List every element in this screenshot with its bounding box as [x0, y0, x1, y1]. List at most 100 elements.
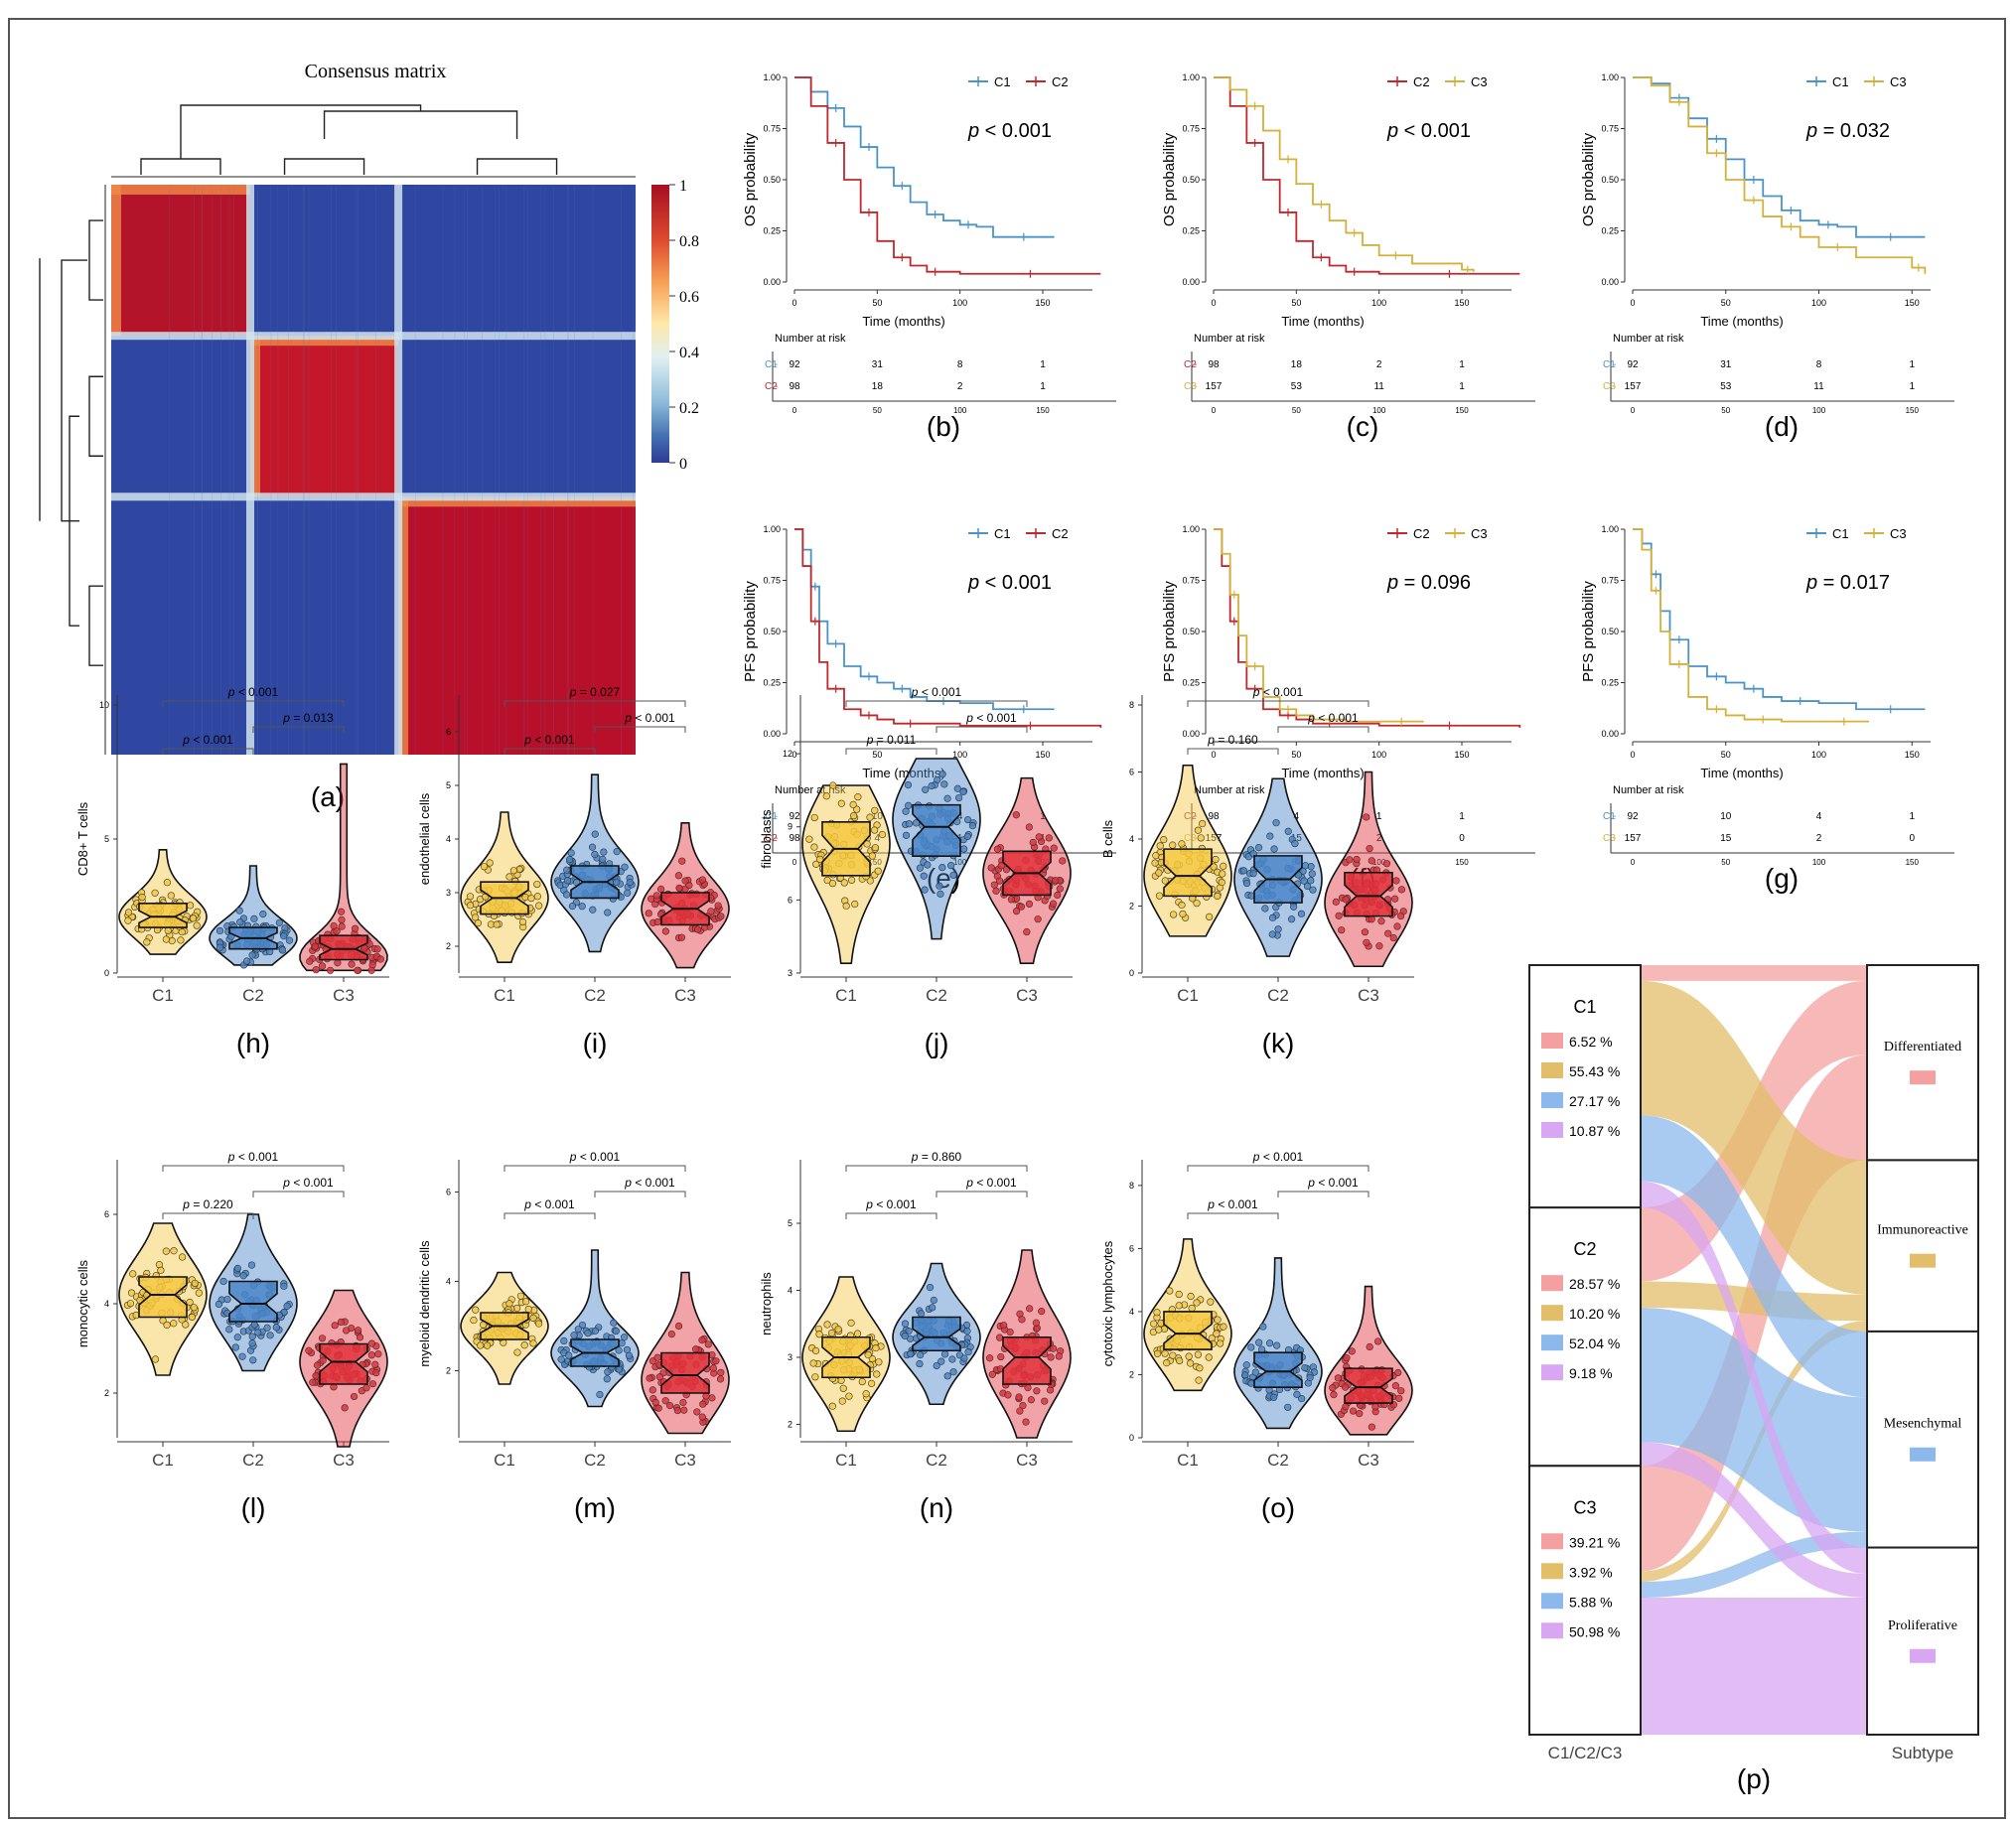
alluvial-right-box [1866, 1546, 1979, 1737]
x-tick-label: 150 [1035, 750, 1050, 760]
survival-curve-C2 [1214, 76, 1520, 275]
data-point [589, 906, 597, 914]
data-point [1054, 891, 1062, 900]
right-axis-label: Subtype [1892, 1744, 1953, 1762]
data-point [513, 1348, 521, 1356]
alluvial-left-box [1528, 964, 1642, 1209]
data-point [1291, 840, 1299, 848]
data-point [591, 830, 599, 838]
data-point [862, 1390, 870, 1398]
y-tick-label: 4 [1129, 834, 1134, 844]
comparison-bracket [1187, 1212, 1279, 1219]
data-point [1050, 844, 1058, 852]
legend-label: C3 [1890, 74, 1907, 89]
data-point [1353, 855, 1361, 864]
alluvial-right-block: Differentiated [1866, 964, 1979, 1162]
x-tick-label: C1 [1177, 986, 1199, 1005]
data-point [854, 793, 862, 801]
data-point [1363, 938, 1370, 946]
x-axis-label: Time (months) [862, 314, 944, 329]
data-point [1207, 1298, 1215, 1306]
data-point [477, 1341, 485, 1349]
data-point [992, 887, 1000, 895]
survival-curve-C2 [794, 76, 1101, 275]
data-point [1308, 870, 1316, 878]
data-point [1274, 925, 1282, 933]
x-tick-label: C3 [333, 986, 355, 1005]
data-point [811, 1373, 819, 1381]
y-tick-label: 0.25 [1601, 678, 1619, 688]
dendrogram-branch [180, 104, 422, 159]
alluvial-flow [1641, 1181, 1867, 1575]
data-point [162, 935, 170, 943]
risk-value: 15 [1720, 833, 1732, 844]
x-tick-label: 100 [1371, 750, 1386, 760]
risk-x-tick-label: 100 [953, 406, 967, 415]
data-point [1266, 832, 1274, 840]
risk-x-tick-label: 0 [1212, 406, 1217, 415]
risk-value: 1 [1909, 359, 1915, 370]
data-point [678, 857, 686, 865]
data-point [157, 1266, 165, 1274]
data-point [1273, 1341, 1281, 1349]
data-point [837, 799, 845, 807]
risk-row-group: C2 [765, 833, 778, 844]
comparison-label: p < 0.001 [624, 711, 675, 725]
data-point [1166, 1287, 1174, 1295]
data-point [905, 820, 914, 828]
data-point [612, 1327, 620, 1335]
risk-value: 98 [789, 833, 800, 844]
dendrogram [39, 104, 636, 755]
data-point [1254, 844, 1263, 852]
data-point [621, 863, 629, 871]
data-point [472, 914, 480, 921]
data-point [1179, 910, 1187, 918]
data-point [600, 848, 608, 856]
comparison-label: p < 0.001 [1207, 1197, 1258, 1211]
data-point [810, 843, 818, 851]
data-point [1000, 1322, 1008, 1330]
data-point [667, 1330, 675, 1338]
percent-swatch [1541, 1533, 1563, 1550]
risk-x-tick-label: 150 [1455, 406, 1469, 415]
data-point [604, 909, 612, 916]
risk-x-tick-label: 0 [1631, 858, 1636, 867]
comparison-bracket [845, 1212, 937, 1219]
colorbar [651, 185, 669, 463]
comparison-label: p < 0.001 [1307, 711, 1359, 725]
risk-value: 98 [1208, 359, 1220, 370]
data-point [655, 1373, 663, 1381]
data-point [850, 812, 858, 820]
risk-value: 1 [1459, 359, 1465, 370]
x-tick-label: C2 [242, 986, 264, 1005]
legend-label: C3 [1471, 526, 1488, 541]
data-point [986, 1354, 994, 1362]
data-point [318, 962, 327, 970]
risk-value: 8 [1816, 359, 1822, 370]
alluvial-flow [1641, 1597, 1867, 1735]
data-point [603, 1375, 611, 1383]
data-point [924, 861, 932, 869]
data-point [675, 884, 683, 892]
risk-table-title: Number at risk [1194, 333, 1265, 345]
box-C3 [1002, 1335, 1052, 1385]
panel-label-d: (d) [1765, 411, 1799, 442]
y-tick-label: 0.50 [1182, 175, 1200, 185]
data-point [235, 907, 243, 914]
data-point [1195, 1376, 1203, 1384]
y-tick-label: 0.50 [763, 175, 781, 185]
comparison-label: p = 0.160 [1207, 733, 1258, 747]
data-point [829, 781, 837, 789]
data-point [126, 1300, 135, 1308]
risk-value: 1 [1376, 811, 1382, 822]
y-tick-label: 12 [783, 749, 792, 759]
data-point [1032, 1319, 1040, 1327]
data-point [1397, 886, 1406, 894]
p-value: p < 0.001 [967, 120, 1052, 142]
subtype-swatch [1910, 1648, 1936, 1663]
data-point [1218, 878, 1225, 887]
panel-label-h: (h) [236, 1028, 270, 1058]
alluvial-right-block: Immunoreactive [1866, 1159, 1979, 1333]
